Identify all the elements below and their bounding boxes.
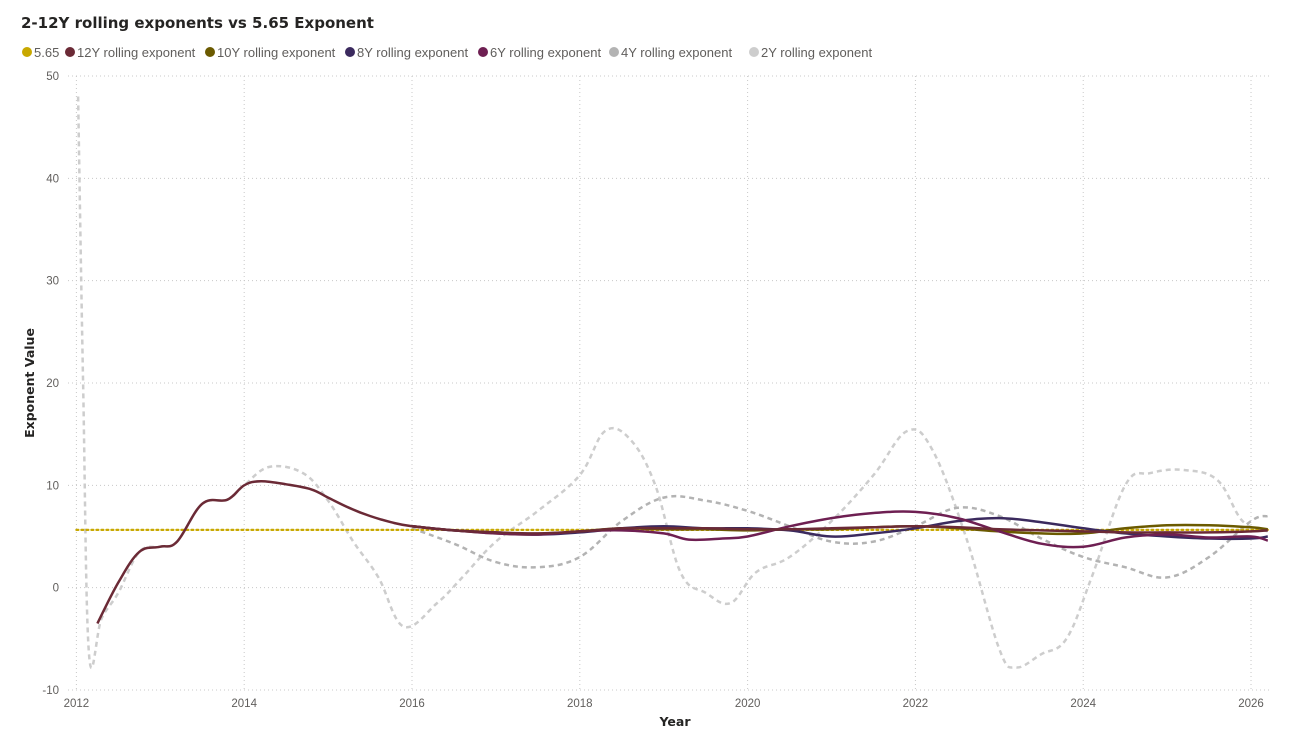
y-tick-label: 50 <box>46 71 59 83</box>
y-tick-label: 0 <box>53 583 59 595</box>
y-tick-label: 30 <box>46 276 59 288</box>
gridlines <box>68 75 1272 691</box>
legend-marker <box>478 47 488 57</box>
y-tick-label: 10 <box>46 480 59 492</box>
y-tick-label: 20 <box>46 378 59 390</box>
series-line-2y-rolling-exponent <box>76 96 1269 670</box>
legend-label: 2Y rolling exponent <box>761 45 872 60</box>
x-tick-label: 2018 <box>567 698 593 710</box>
legend-item-8y-rolling-exponent[interactable]: 8Y rolling exponent <box>345 45 468 60</box>
legend-marker <box>345 47 355 57</box>
legend-label: 6Y rolling exponent <box>490 45 601 60</box>
legend-marker <box>22 47 32 57</box>
y-axis-title: Exponent Value <box>22 328 37 438</box>
legend-label: 8Y rolling exponent <box>357 45 468 60</box>
legend-item-2y-rolling-exponent[interactable]: 2Y rolling exponent <box>749 45 872 60</box>
x-tick-label: 2026 <box>1238 698 1264 710</box>
y-axis: -10 0 10 20 30 40 50 <box>42 71 59 697</box>
legend-item-6y-rolling-exponent[interactable]: 6Y rolling exponent <box>478 45 601 60</box>
chart-title: 2-12Y rolling exponents vs 5.65 Exponent <box>21 14 374 32</box>
legend-item-5-65[interactable]: 5.65 <box>22 45 59 60</box>
legend-label: 10Y rolling exponent <box>217 45 336 60</box>
x-tick-label: 2024 <box>1070 698 1096 710</box>
legend-marker <box>205 47 215 57</box>
x-tick-label: 2020 <box>735 698 761 710</box>
series-line-12y-rolling-exponent <box>96 479 1268 625</box>
x-axis: 2012 2014 2016 2018 2020 2022 2024 2026 <box>64 698 1264 710</box>
legend-marker <box>65 47 75 57</box>
y-tick-label: 40 <box>46 173 59 185</box>
legend-marker <box>609 47 619 57</box>
legend-label: 12Y rolling exponent <box>77 45 196 60</box>
series-line-4y-rolling-exponent <box>411 494 1269 579</box>
legend-item-12y-rolling-exponent[interactable]: 12Y rolling exponent <box>65 45 196 60</box>
x-tick-label: 2016 <box>399 698 425 710</box>
x-axis-title: Year <box>659 714 692 729</box>
legend-label: 5.65 <box>34 45 59 60</box>
y-tick-label: -10 <box>42 685 59 697</box>
x-tick-label: 2014 <box>231 698 257 710</box>
legend-item-4y-rolling-exponent[interactable]: 4Y rolling exponent <box>609 45 732 60</box>
legend: 5.65 12Y rolling exponent 10Y rolling expo… <box>22 45 872 60</box>
x-tick-label: 2022 <box>903 698 929 710</box>
series-lines <box>75 96 1269 670</box>
legend-marker <box>749 47 759 57</box>
legend-item-10y-rolling-exponent[interactable]: 10Y rolling exponent <box>205 45 336 60</box>
legend-label: 4Y rolling exponent <box>621 45 732 60</box>
x-tick-label: 2012 <box>64 698 90 710</box>
